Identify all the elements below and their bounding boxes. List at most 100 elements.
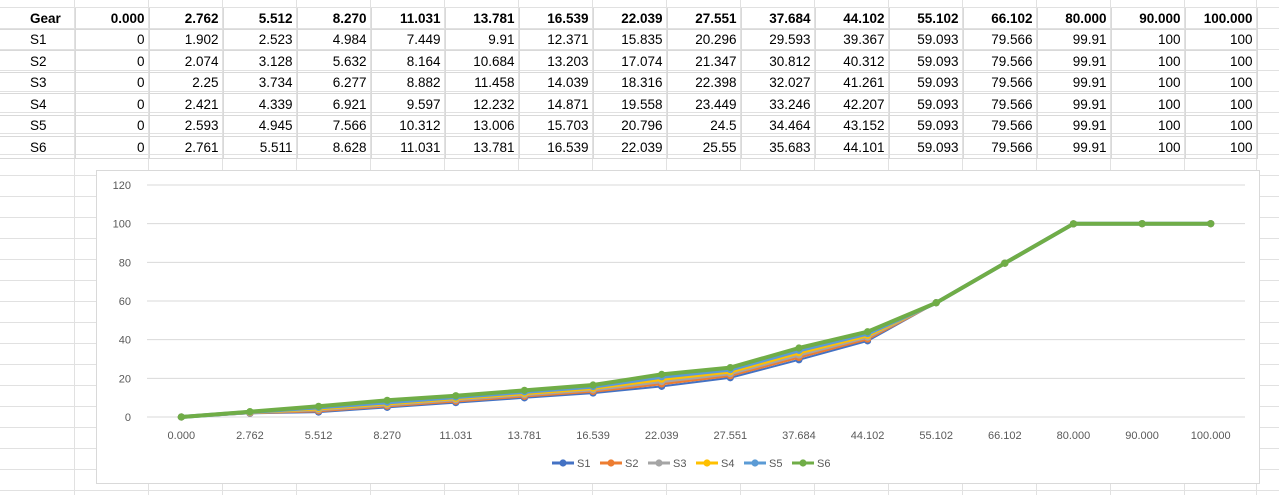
- row-label-cell[interactable]: S2: [0, 50, 76, 73]
- table-cell[interactable]: 59.093: [889, 29, 964, 51]
- table-cell[interactable]: 100: [1185, 29, 1258, 51]
- table-cell[interactable]: 79.566: [963, 115, 1038, 137]
- table-cell[interactable]: 9.597: [371, 93, 446, 116]
- row-label-cell[interactable]: S1: [0, 29, 76, 51]
- table-cell[interactable]: 0: [75, 136, 150, 159]
- table-cell[interactable]: 99.91: [1037, 72, 1112, 94]
- table-cell[interactable]: 33.246: [741, 93, 816, 116]
- table-cell[interactable]: 19.558: [593, 93, 668, 116]
- table-cell[interactable]: 8.270: [297, 8, 372, 30]
- row-label-cell[interactable]: S6: [0, 136, 76, 159]
- table-cell[interactable]: 13.781: [445, 8, 520, 30]
- line-chart[interactable]: 0 20 40 60 80 100 120 0.000 2.762 5.512 8.270 11.03…: [96, 170, 1260, 484]
- table-cell[interactable]: 3.734: [223, 72, 298, 94]
- table-cell[interactable]: 100: [1185, 72, 1258, 94]
- table-cell[interactable]: 100: [1185, 50, 1258, 73]
- table-cell[interactable]: 100: [1111, 93, 1186, 116]
- table-cell[interactable]: 25.55: [667, 136, 742, 159]
- table-cell[interactable]: 100.000: [1185, 8, 1258, 30]
- table-cell[interactable]: 12.232: [445, 93, 520, 116]
- table-cell[interactable]: 99.91: [1037, 50, 1112, 73]
- table-cell[interactable]: 29.593: [741, 29, 816, 51]
- table-cell[interactable]: 20.796: [593, 115, 668, 137]
- table-cell[interactable]: 2.761: [149, 136, 224, 159]
- table-cell[interactable]: 41.261: [815, 72, 890, 94]
- table-cell[interactable]: 79.566: [963, 93, 1038, 116]
- table-cell[interactable]: 0: [75, 29, 150, 51]
- table-cell[interactable]: 66.102: [963, 8, 1038, 30]
- table-cell[interactable]: 59.093: [889, 93, 964, 116]
- table-cell[interactable]: 44.102: [815, 8, 890, 30]
- table-cell[interactable]: 99.91: [1037, 29, 1112, 51]
- table-cell[interactable]: 32.027: [741, 72, 816, 94]
- table-cell[interactable]: 80.000: [1037, 8, 1112, 30]
- table-cell[interactable]: 10.312: [371, 115, 446, 137]
- table-cell[interactable]: 43.152: [815, 115, 890, 137]
- table-cell[interactable]: 79.566: [963, 136, 1038, 159]
- table-cell[interactable]: 8.628: [297, 136, 372, 159]
- table-cell[interactable]: 27.551: [667, 8, 742, 30]
- table-cell[interactable]: 8.164: [371, 50, 446, 73]
- table-cell[interactable]: 39.367: [815, 29, 890, 51]
- table-cell[interactable]: 15.835: [593, 29, 668, 51]
- table-cell[interactable]: 100: [1185, 136, 1258, 159]
- table-cell[interactable]: 5.511: [223, 136, 298, 159]
- table-cell[interactable]: 0: [75, 72, 150, 94]
- table-cell[interactable]: 5.512: [223, 8, 298, 30]
- table-cell[interactable]: 99.91: [1037, 136, 1112, 159]
- table-cell[interactable]: 24.5: [667, 115, 742, 137]
- table-cell[interactable]: 37.684: [741, 8, 816, 30]
- table-cell[interactable]: 79.566: [963, 29, 1038, 51]
- table-cell[interactable]: 79.566: [963, 72, 1038, 94]
- row-label-cell[interactable]: S4: [0, 93, 76, 116]
- table-cell[interactable]: 7.449: [371, 29, 446, 51]
- table-cell[interactable]: 59.093: [889, 72, 964, 94]
- table-cell[interactable]: 6.921: [297, 93, 372, 116]
- table-cell[interactable]: 22.039: [593, 8, 668, 30]
- table-cell[interactable]: 22.398: [667, 72, 742, 94]
- table-cell[interactable]: 0: [75, 93, 150, 116]
- table-cell[interactable]: 22.039: [593, 136, 668, 159]
- table-cell[interactable]: 59.093: [889, 50, 964, 73]
- row-label-cell[interactable]: S3: [0, 72, 76, 94]
- table-cell[interactable]: 2.593: [149, 115, 224, 137]
- table-cell[interactable]: 100: [1185, 115, 1258, 137]
- table-cell[interactable]: 2.523: [223, 29, 298, 51]
- table-cell[interactable]: 0.000: [75, 8, 150, 30]
- table-cell[interactable]: 59.093: [889, 115, 964, 137]
- table-cell[interactable]: 4.984: [297, 29, 372, 51]
- table-cell[interactable]: 16.539: [519, 8, 594, 30]
- table-cell[interactable]: 21.347: [667, 50, 742, 73]
- table-cell[interactable]: 8.882: [371, 72, 446, 94]
- table-cell[interactable]: 42.207: [815, 93, 890, 116]
- table-cell[interactable]: 11.031: [371, 8, 446, 30]
- table-cell[interactable]: 23.449: [667, 93, 742, 116]
- table-cell[interactable]: 15.703: [519, 115, 594, 137]
- table-cell[interactable]: 44.101: [815, 136, 890, 159]
- table-cell[interactable]: 55.102: [889, 8, 964, 30]
- table-cell[interactable]: 13.203: [519, 50, 594, 73]
- table-cell[interactable]: 0: [75, 50, 150, 73]
- row-label-cell[interactable]: Gear: [0, 8, 76, 30]
- table-cell[interactable]: 30.812: [741, 50, 816, 73]
- table-cell[interactable]: 40.312: [815, 50, 890, 73]
- table-cell[interactable]: 2.074: [149, 50, 224, 73]
- table-cell[interactable]: 13.781: [445, 136, 520, 159]
- table-cell[interactable]: 6.277: [297, 72, 372, 94]
- table-cell[interactable]: 5.632: [297, 50, 372, 73]
- row-label-cell[interactable]: S5: [0, 115, 76, 137]
- table-cell[interactable]: 10.684: [445, 50, 520, 73]
- table-cell[interactable]: 99.91: [1037, 115, 1112, 137]
- table-cell[interactable]: 12.371: [519, 29, 594, 51]
- table-cell[interactable]: 14.871: [519, 93, 594, 116]
- table-cell[interactable]: 79.566: [963, 50, 1038, 73]
- table-cell[interactable]: 4.945: [223, 115, 298, 137]
- table-cell[interactable]: 2.762: [149, 8, 224, 30]
- table-cell[interactable]: 11.458: [445, 72, 520, 94]
- table-cell[interactable]: 0: [75, 115, 150, 137]
- table-cell[interactable]: 18.316: [593, 72, 668, 94]
- table-cell[interactable]: 9.91: [445, 29, 520, 51]
- table-cell[interactable]: 100: [1111, 136, 1186, 159]
- table-cell[interactable]: 99.91: [1037, 93, 1112, 116]
- table-cell[interactable]: 14.039: [519, 72, 594, 94]
